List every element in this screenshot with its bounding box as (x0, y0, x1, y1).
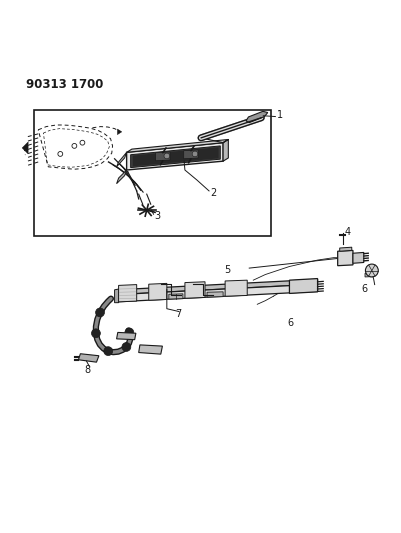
Polygon shape (155, 152, 170, 161)
Text: 5: 5 (223, 265, 230, 274)
Polygon shape (352, 253, 363, 263)
Polygon shape (126, 143, 223, 170)
Polygon shape (116, 170, 126, 184)
Polygon shape (337, 251, 352, 265)
Polygon shape (245, 111, 267, 123)
Polygon shape (207, 292, 223, 297)
Circle shape (58, 151, 63, 156)
Polygon shape (132, 147, 218, 166)
Circle shape (95, 308, 104, 317)
Text: 7: 7 (174, 309, 181, 319)
Polygon shape (183, 150, 198, 159)
Circle shape (72, 143, 77, 148)
Text: 3: 3 (154, 211, 160, 221)
Polygon shape (126, 140, 228, 152)
Circle shape (365, 264, 377, 277)
Circle shape (122, 343, 130, 351)
Polygon shape (168, 294, 182, 299)
Circle shape (125, 328, 134, 337)
Polygon shape (116, 284, 317, 302)
Polygon shape (117, 129, 122, 135)
Polygon shape (223, 140, 228, 161)
Text: 6: 6 (361, 285, 367, 294)
Circle shape (164, 153, 169, 159)
Text: 8: 8 (84, 365, 90, 375)
Text: 4: 4 (344, 227, 350, 237)
Polygon shape (225, 280, 247, 296)
Polygon shape (116, 152, 126, 167)
Polygon shape (364, 273, 373, 277)
Text: 1: 1 (276, 110, 282, 120)
Circle shape (80, 140, 85, 145)
Polygon shape (116, 279, 317, 295)
Polygon shape (22, 142, 28, 154)
Bar (34, 110, 271, 236)
Polygon shape (138, 345, 162, 354)
Polygon shape (114, 289, 118, 303)
Text: 2: 2 (210, 188, 216, 198)
Polygon shape (148, 284, 166, 300)
Polygon shape (116, 333, 136, 340)
Polygon shape (339, 247, 351, 251)
Polygon shape (184, 282, 205, 298)
Text: 6: 6 (287, 318, 293, 328)
Circle shape (91, 329, 100, 338)
Polygon shape (289, 279, 317, 294)
Polygon shape (130, 146, 220, 167)
Circle shape (192, 151, 197, 157)
Circle shape (103, 347, 112, 356)
Polygon shape (118, 285, 136, 302)
Text: 90313 1700: 90313 1700 (26, 78, 103, 91)
Polygon shape (78, 354, 99, 362)
